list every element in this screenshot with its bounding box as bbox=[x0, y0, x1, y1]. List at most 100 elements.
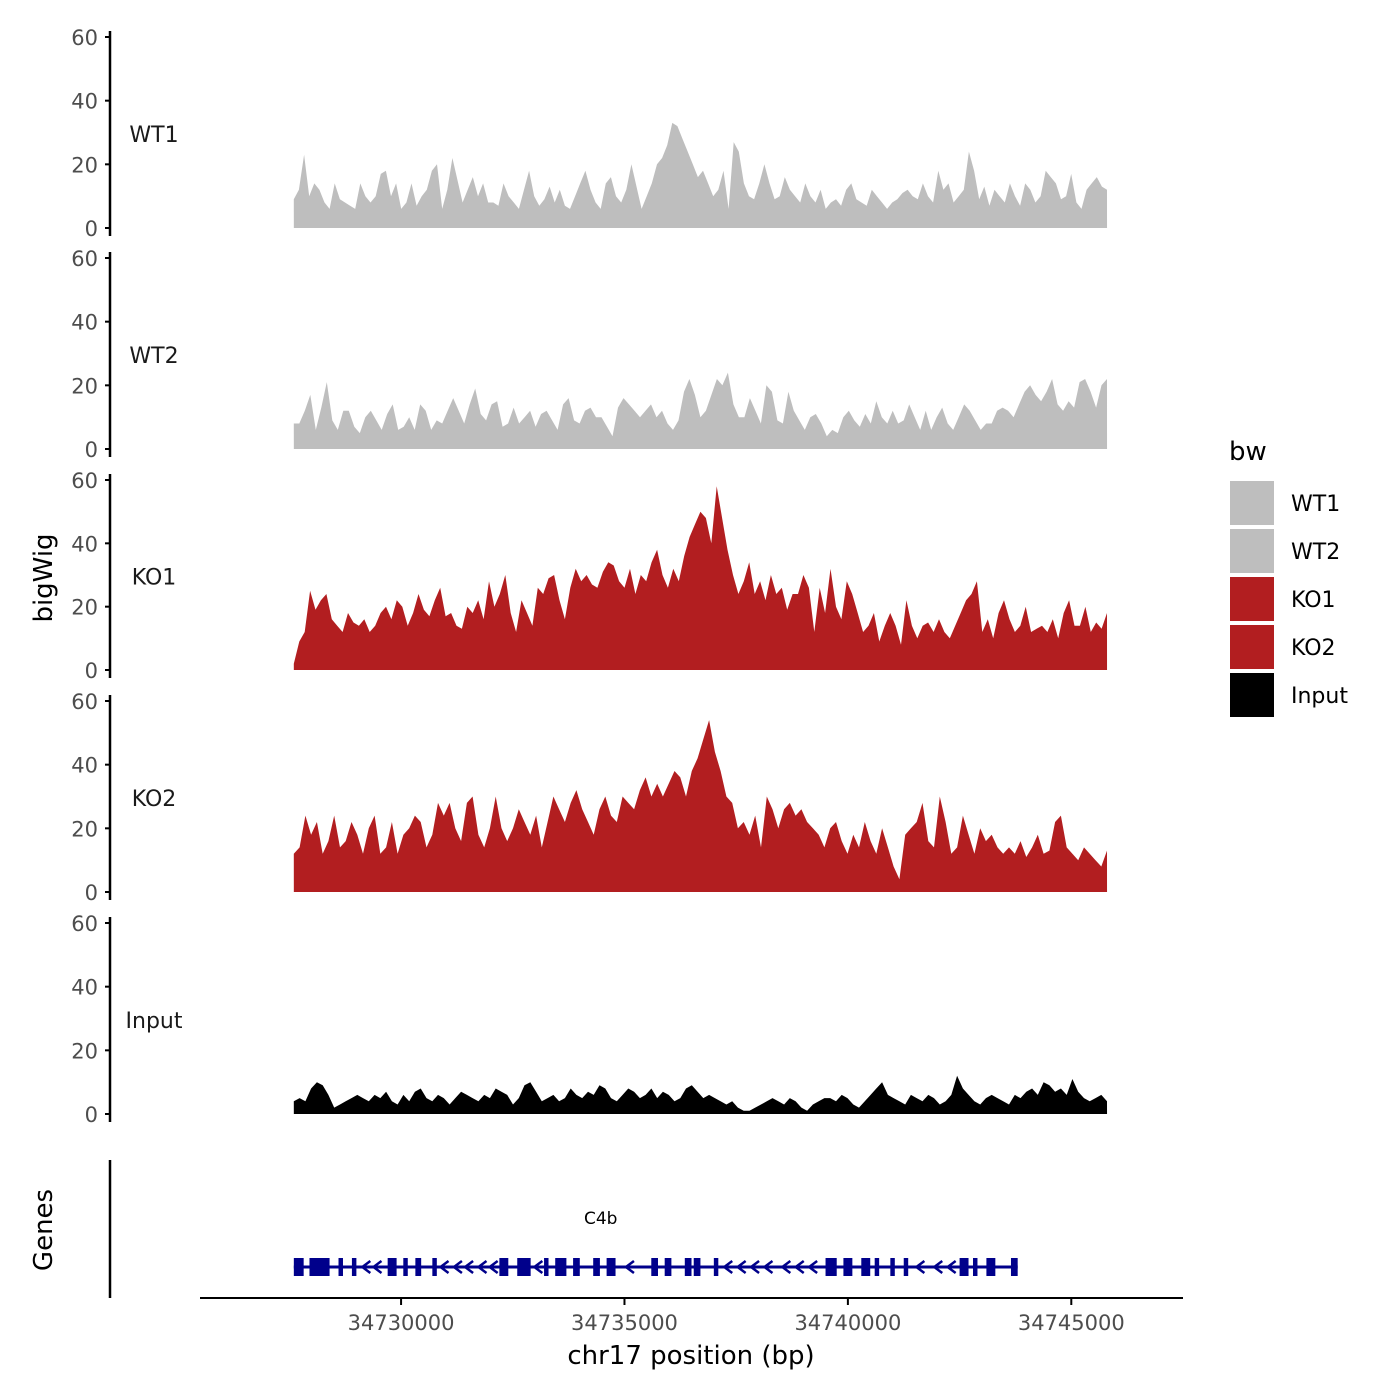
y-tick-label: 40 bbox=[71, 754, 98, 778]
y-tick-label: 0 bbox=[85, 881, 98, 905]
strand-arrow bbox=[438, 1260, 450, 1274]
gene-exon bbox=[499, 1258, 509, 1276]
strand-arrow bbox=[371, 1260, 383, 1274]
genes-axis-label: Genes bbox=[29, 1189, 59, 1271]
y-tick-label: 0 bbox=[85, 1103, 98, 1127]
x-tick-label: 34745000 bbox=[1018, 1311, 1125, 1335]
x-tick-label: 34735000 bbox=[571, 1311, 678, 1335]
legend-title: bw bbox=[1229, 437, 1267, 467]
gene-exon bbox=[959, 1258, 969, 1276]
track-label: KO1 bbox=[132, 566, 177, 591]
tracks-layer: 0 20 40 60 WT1 0 20 40 60 WT2 0 20 40 60 KO1 0 20 40 60 KO2… bbox=[71, 26, 1108, 1127]
area-wt2 bbox=[293, 372, 1108, 449]
strand-arrow bbox=[360, 1260, 372, 1274]
track-wt2: 0 20 40 60 WT2 bbox=[71, 247, 1108, 462]
y-axis-label: bigWig bbox=[29, 533, 59, 622]
strand-arrow bbox=[735, 1260, 747, 1274]
y-tick-label: 20 bbox=[71, 153, 98, 177]
strand-arrow bbox=[945, 1260, 957, 1274]
area-wt1 bbox=[293, 122, 1108, 228]
x-ticks: 34730000 34735000 34740000 34745000 bbox=[348, 1298, 1125, 1335]
gene-exon bbox=[555, 1258, 567, 1276]
x-tick-label: 34730000 bbox=[348, 1311, 455, 1335]
track-label: KO2 bbox=[132, 787, 177, 812]
gene-exon bbox=[861, 1258, 871, 1276]
strand-arrow bbox=[463, 1260, 474, 1274]
strand-arrow bbox=[532, 1260, 544, 1274]
track-label: Input bbox=[126, 1009, 183, 1034]
y-tick-label: 60 bbox=[71, 26, 98, 50]
y-tick-label: 20 bbox=[71, 374, 98, 398]
y-tick-label: 20 bbox=[71, 817, 98, 841]
gene-exon bbox=[843, 1258, 853, 1276]
gene-exon bbox=[338, 1258, 343, 1276]
legend-swatch-ko1 bbox=[1230, 577, 1274, 621]
gene-exon bbox=[664, 1258, 672, 1276]
strand-arrow bbox=[780, 1260, 792, 1274]
y-tick-label: 60 bbox=[71, 912, 98, 936]
y-tick-label: 60 bbox=[71, 247, 98, 271]
track-wt1: 0 20 40 60 WT1 bbox=[71, 26, 1108, 241]
y-tick-label: 60 bbox=[71, 690, 98, 714]
legend-label: Input bbox=[1291, 684, 1348, 709]
track-input: 0 20 40 60 Input bbox=[71, 912, 1108, 1127]
area-input bbox=[293, 1075, 1108, 1114]
gene-exon bbox=[403, 1258, 408, 1276]
strand-arrow bbox=[748, 1260, 760, 1274]
legend-swatch-ko2 bbox=[1230, 625, 1274, 669]
gene-exon bbox=[517, 1258, 531, 1276]
gene-exon bbox=[432, 1258, 437, 1276]
legend-swatch-wt2 bbox=[1230, 529, 1274, 573]
strand-arrow bbox=[932, 1260, 943, 1274]
gene-exon bbox=[351, 1258, 357, 1276]
strand-arrow bbox=[722, 1260, 733, 1274]
x-tick-label: 34740000 bbox=[794, 1311, 901, 1335]
x-axis-label: chr17 position (bp) bbox=[567, 1341, 814, 1371]
legend-swatch-wt1 bbox=[1230, 481, 1274, 525]
genes-layer: C4b bbox=[108, 1160, 1018, 1298]
legend-label: KO1 bbox=[1291, 588, 1336, 613]
track-label: WT1 bbox=[129, 123, 178, 148]
track-ko2: 0 20 40 60 KO2 bbox=[71, 690, 1108, 905]
y-tick-label: 40 bbox=[71, 311, 98, 335]
legend-swatch-input bbox=[1230, 673, 1274, 717]
gene-exon bbox=[606, 1258, 616, 1276]
gene-exon bbox=[874, 1258, 880, 1276]
gene-exon bbox=[825, 1258, 837, 1276]
gene-exon bbox=[293, 1258, 304, 1276]
track-ko1: 0 20 40 60 KO1 bbox=[71, 469, 1108, 683]
gene-exon bbox=[593, 1258, 600, 1276]
track-label: WT2 bbox=[129, 344, 178, 369]
strand-arrow bbox=[762, 1260, 774, 1274]
y-tick-label: 0 bbox=[85, 438, 98, 462]
gene-exon bbox=[651, 1258, 658, 1276]
legend-label: KO2 bbox=[1291, 636, 1336, 661]
y-tick-label: 20 bbox=[71, 1039, 98, 1063]
y-tick-label: 0 bbox=[85, 659, 98, 683]
strand-arrow bbox=[623, 1260, 635, 1274]
gene-exon bbox=[890, 1258, 895, 1276]
gene-exon bbox=[573, 1258, 580, 1276]
y-tick-label: 40 bbox=[71, 532, 98, 556]
y-tick-label: 20 bbox=[71, 596, 98, 620]
legend: bw WT1 WT2 KO1 KO2 Input bbox=[1229, 437, 1348, 717]
strand-arrow bbox=[487, 1260, 499, 1274]
legend-label: WT1 bbox=[1291, 492, 1340, 517]
strand-arrow bbox=[451, 1260, 463, 1274]
gene-exon bbox=[387, 1258, 397, 1276]
strand-arrow bbox=[807, 1260, 818, 1274]
gene-exon bbox=[972, 1258, 978, 1276]
gene-label: C4b bbox=[584, 1209, 617, 1229]
gene-exon bbox=[713, 1258, 719, 1276]
strand-arrow bbox=[914, 1260, 926, 1274]
gene-exon bbox=[544, 1258, 549, 1276]
strand-arrow bbox=[793, 1260, 805, 1274]
gene-exon bbox=[986, 1258, 996, 1276]
strand-arrow bbox=[476, 1260, 488, 1274]
gene-exon bbox=[903, 1258, 909, 1276]
y-tick-label: 0 bbox=[85, 217, 98, 241]
y-tick-label: 40 bbox=[71, 90, 98, 114]
gene-exon bbox=[1010, 1258, 1018, 1276]
y-tick-label: 40 bbox=[71, 976, 98, 1000]
